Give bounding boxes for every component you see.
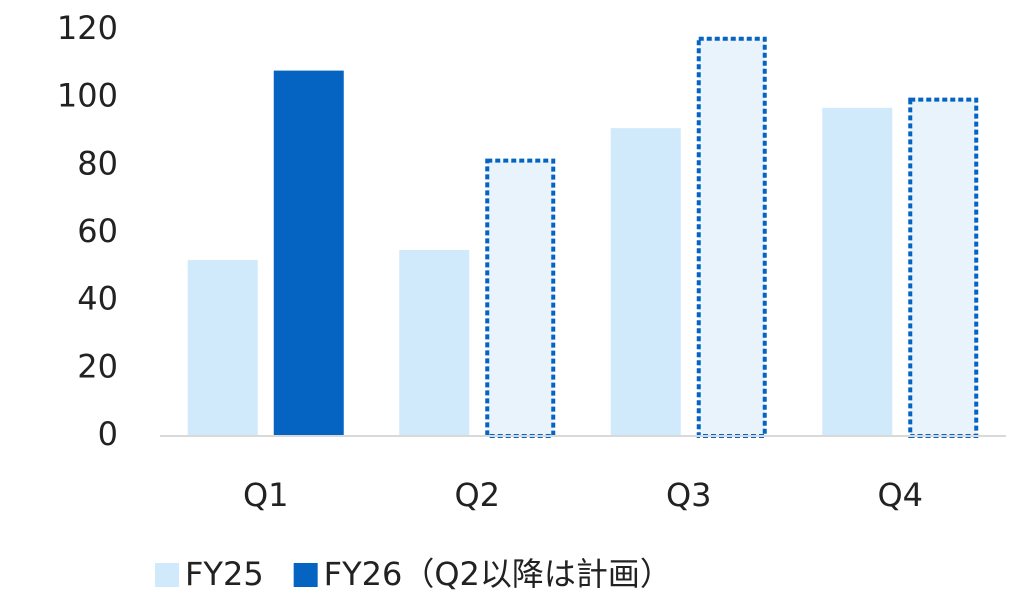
bar <box>610 128 681 436</box>
y-tick-label: 120 <box>57 9 118 47</box>
legend-label: FY26（Q2以降は計画） <box>324 555 672 593</box>
y-tick-label: 0 <box>98 415 118 453</box>
bar <box>399 249 470 436</box>
legend-swatch <box>155 563 179 587</box>
bar <box>273 70 344 436</box>
y-tick-label: 100 <box>57 77 118 115</box>
y-tick-label: 40 <box>77 280 118 318</box>
bar <box>485 158 556 438</box>
y-tick-label: 80 <box>77 144 118 182</box>
x-tick-label: Q2 <box>454 476 500 514</box>
legend-label: FY25 <box>185 555 264 593</box>
y-tick-label: 20 <box>77 347 118 385</box>
x-tick-label: Q1 <box>243 476 289 514</box>
x-tick-label: Q4 <box>877 476 923 514</box>
bar <box>908 97 979 439</box>
bar <box>822 107 893 437</box>
legend-swatch <box>293 563 318 587</box>
y-tick-label: 60 <box>77 212 118 250</box>
bar <box>696 36 767 439</box>
bar <box>187 260 258 436</box>
x-tick-label: Q3 <box>666 476 712 514</box>
